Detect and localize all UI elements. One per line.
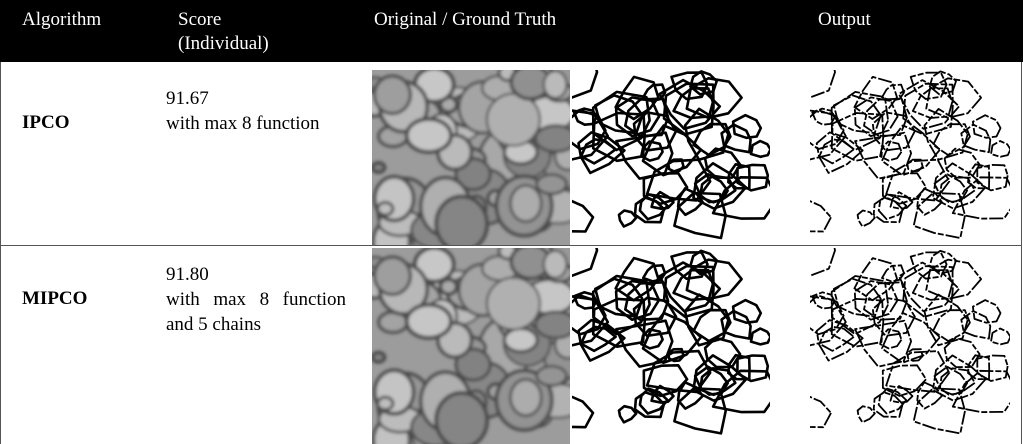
cell [544,71,567,98]
score-cell: 91.80 with max 8 function and 5 chains [166,262,346,337]
cell [378,397,393,410]
cell [544,251,567,278]
cell [535,126,570,152]
border [0,62,1,444]
cell [537,366,567,385]
output-image [810,70,1010,245]
table-page: Algorithm Score (Individual) Original / … [0,0,1023,444]
cell [487,278,540,330]
row-separator [0,245,1022,246]
cell [535,312,570,338]
header-cell: Original / Ground Truth [374,8,556,32]
score-note: with max 8 function and 5 chains [166,287,346,337]
score-value: 91.80 [166,262,346,287]
original-image [372,248,570,444]
cell [537,175,567,194]
cell [436,196,487,245]
cell [407,119,451,152]
cell [510,379,541,415]
cell [407,305,451,338]
truth-image [572,248,770,444]
header-cell: Output [818,8,871,32]
score-note: with max 8 function [166,111,346,136]
score-value: 91.67 [166,86,346,111]
cell [373,353,385,362]
cell [487,94,540,146]
cell [373,163,385,172]
score-cell: 91.67 with max 8 function [166,86,346,136]
truth-image [572,70,770,245]
algorithm-name: MIPCO [22,288,87,310]
cell [374,76,410,113]
header-cell: Score (Individual) [178,8,308,56]
original-image [372,70,570,245]
header-cell: Algorithm [22,8,101,32]
cell [378,202,393,215]
border [1021,62,1022,444]
cell [436,393,487,444]
cell [504,328,537,351]
output-image [810,248,1010,444]
algorithm-name: IPCO [22,112,70,134]
cell [510,185,541,221]
cell [374,257,410,294]
